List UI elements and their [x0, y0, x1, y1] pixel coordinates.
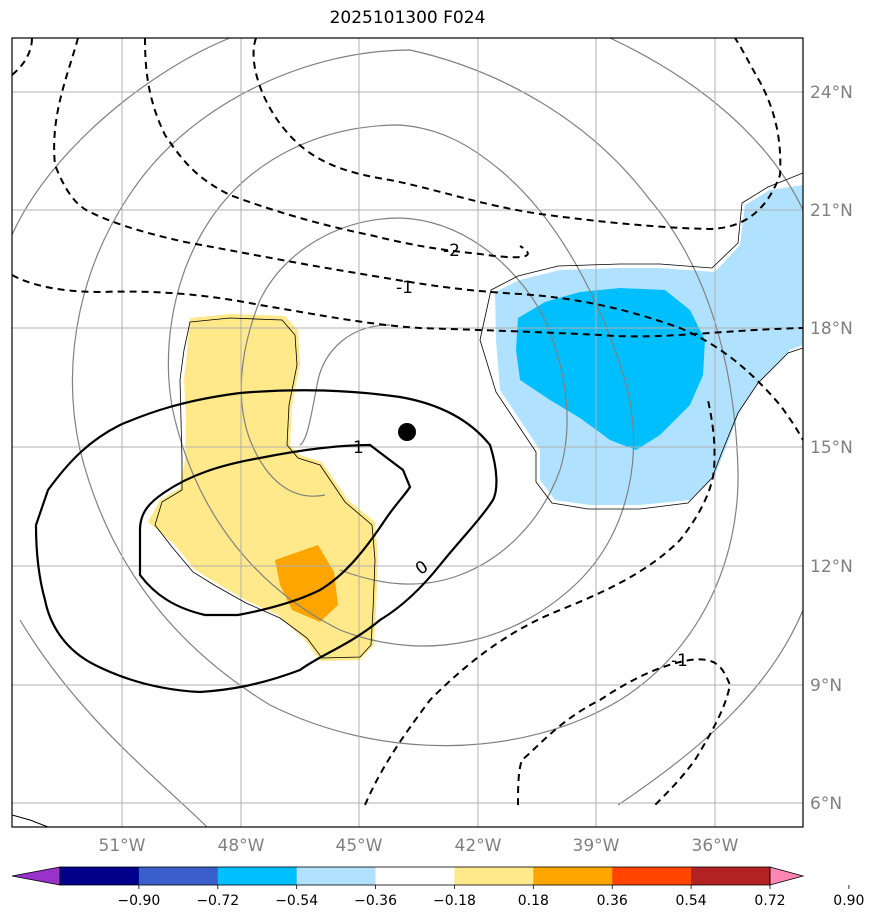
range-rings — [12, 38, 803, 827]
lat-label: 24°N — [810, 83, 853, 103]
colorbar-tick-label: −0.18 — [433, 893, 476, 909]
lon-label: 45°W — [336, 836, 383, 856]
lat-label: 6°N — [810, 794, 842, 814]
colorbar-swatch — [60, 867, 140, 885]
storm-center-dot — [398, 423, 416, 441]
contour-label-minus1-north: -1 — [396, 278, 413, 298]
lon-label: 48°W — [218, 836, 265, 856]
colorbar-swatch — [138, 867, 219, 885]
lat-label: 12°N — [810, 557, 853, 577]
map-frame — [11, 37, 804, 828]
shade-outlines — [154, 172, 803, 659]
colorbar-tick-label: −0.36 — [354, 893, 397, 909]
lon-label: 42°W — [455, 836, 502, 856]
lat-label: 21°N — [810, 201, 853, 221]
colorbar: −0.90 −0.72 −0.54 −0.36 −0.18 0.18 0.36 0.54 0.7… — [11, 866, 864, 909]
colorbar-swatch — [217, 867, 298, 885]
lon-label: 39°W — [573, 836, 620, 856]
lon-axis: 51°W 48°W 45°W 42°W 39°W 36°W — [99, 836, 739, 856]
colorbar-extend-high — [769, 866, 805, 886]
dashed-contours — [12, 38, 803, 806]
coastline — [12, 814, 49, 827]
colorbar-tick-label: 0.18 — [518, 893, 549, 909]
colorbar-swatch — [612, 867, 692, 885]
colorbar-outline — [59, 866, 771, 886]
colorbar-extend-low — [11, 866, 61, 886]
colorbar-swatch — [296, 867, 377, 885]
colorbar-swatch — [691, 867, 771, 885]
colorbar-tick-label: 0.72 — [754, 893, 785, 909]
colorbar-tick-label: 0.90 — [833, 893, 864, 909]
contour-label-plus1: 1 — [353, 438, 364, 458]
lat-label: 18°N — [810, 319, 853, 339]
lon-label: 51°W — [99, 836, 146, 856]
lat-label: 15°N — [810, 438, 853, 458]
contour-label-minus2: -2 — [443, 241, 460, 261]
contour-label-minus1-south: -1 — [671, 651, 688, 671]
lat-axis: 24°N 21°N 18°N 15°N 12°N 9°N 6°N — [810, 83, 853, 814]
lat-label: 9°N — [810, 676, 842, 696]
colorbar-tick-label: 0.36 — [597, 893, 628, 909]
colorbar-tick-label: −0.54 — [275, 893, 318, 909]
colorbar-tick-label: 0.54 — [676, 893, 707, 909]
colorbar-swatch — [375, 867, 455, 885]
colorbar-tick-label: −0.72 — [196, 893, 239, 909]
map-title: 2025101300 F024 — [329, 8, 486, 28]
lon-label: 36°W — [692, 836, 739, 856]
colorbar-swatch — [454, 867, 534, 885]
colorbar-tick-label: −0.90 — [117, 893, 160, 909]
solid-contours — [34, 389, 498, 694]
colorbar-swatch — [533, 867, 613, 885]
